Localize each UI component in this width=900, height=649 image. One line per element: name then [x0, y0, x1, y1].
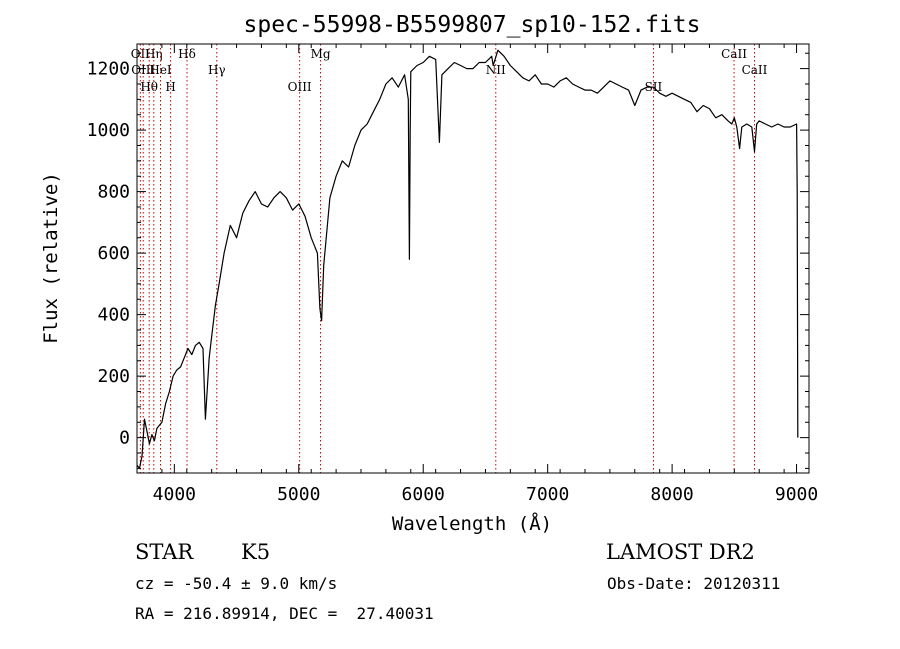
axis-ticks: 4000 5000 6000 7000 8000 9000 0 200 400 600 800 100… — [87, 44, 818, 505]
x-axis-label: Wavelength (Å) — [392, 512, 552, 535]
survey-name: LAMOST DR2 — [606, 540, 755, 564]
line-label: CaII — [721, 47, 747, 61]
line-label: OIII — [288, 80, 312, 94]
x-tick-label: 5000 — [277, 484, 320, 505]
x-tick-label: 9000 — [775, 484, 818, 505]
x-tick-label: 4000 — [153, 484, 196, 505]
x-tick-label: 6000 — [402, 484, 445, 505]
y-tick-label: 600 — [97, 243, 130, 264]
line-label: Hθ — [140, 80, 158, 94]
coordinates: RA = 216.89914, DEC = 27.40031 — [135, 604, 434, 623]
line-label: Hη — [145, 47, 163, 61]
spectrum-series — [136, 49, 799, 469]
line-label: H — [165, 80, 175, 94]
observation-date: Obs-Date: 20120311 — [607, 574, 781, 593]
x-tick-label: 8000 — [650, 484, 693, 505]
plot-frame — [136, 43, 810, 474]
line-label: HeI — [149, 63, 172, 77]
y-tick-label: 1000 — [87, 120, 130, 141]
y-tick-label: 200 — [97, 366, 130, 387]
y-axis-label: Flux (relative) — [40, 172, 62, 344]
line-label: OII — [131, 47, 151, 61]
redshift-cz: cz = -50.4 ± 9.0 km/s — [135, 574, 338, 593]
y-tick-label: 800 — [97, 182, 130, 203]
line-label: Hδ — [178, 47, 196, 61]
spectrum-line — [136, 49, 799, 469]
object-class: STAR — [135, 540, 194, 564]
y-tick-label: 400 — [97, 305, 130, 326]
line-label: Hγ — [208, 63, 226, 77]
line-label: NII — [486, 63, 506, 77]
y-tick-label: 1200 — [87, 59, 130, 80]
chart-title: spec-55998-B5599807_sp10-152.fits — [244, 12, 701, 38]
y-tick-label: 0 — [119, 428, 130, 449]
line-label: Mg — [311, 47, 331, 61]
x-tick-label: 7000 — [526, 484, 569, 505]
object-subclass: K5 — [241, 540, 271, 564]
line-label: CaII — [742, 63, 768, 77]
